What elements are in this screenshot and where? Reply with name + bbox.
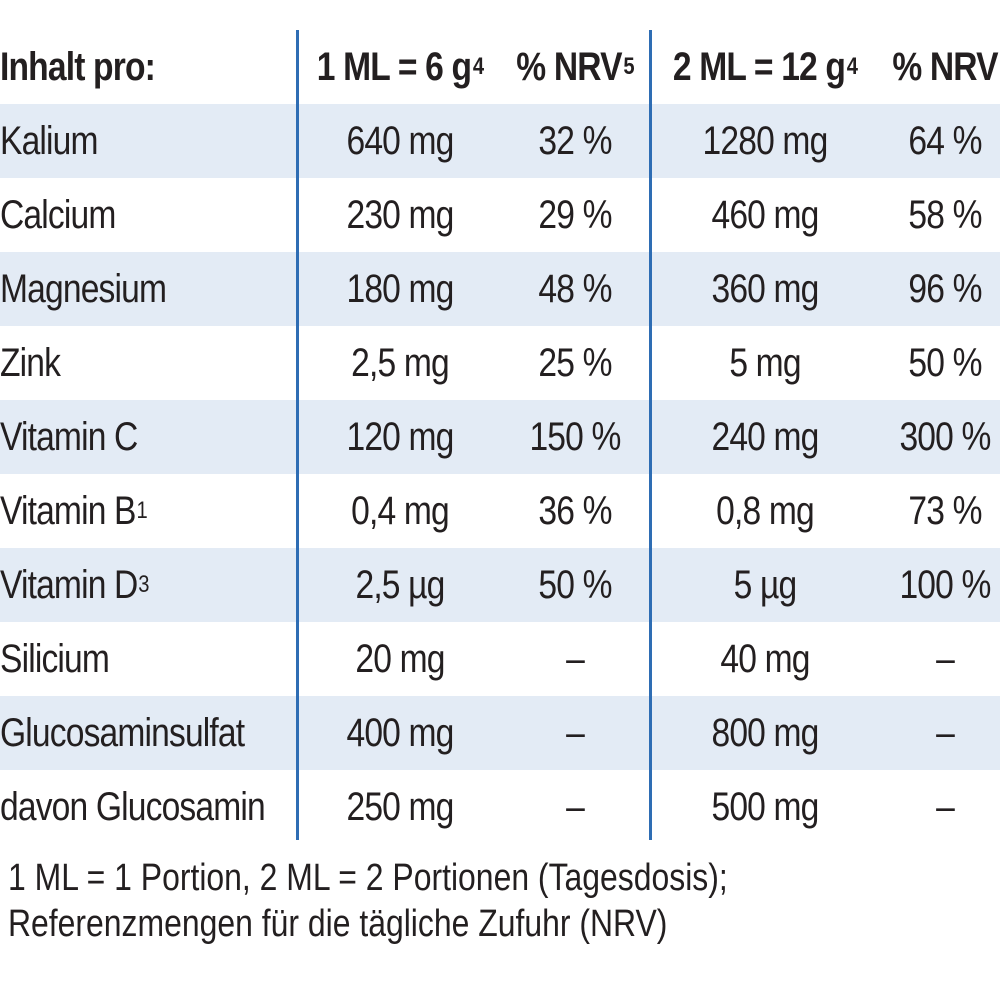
table-row: davon Glucosamin 250 mg – 500 mg – xyxy=(0,770,1000,844)
amount-1ml: 20 mg xyxy=(355,636,445,681)
amount-2ml: 240 mg xyxy=(711,414,819,459)
nrv-1ml: 150 % xyxy=(529,414,621,459)
nrv-1ml: 48 % xyxy=(538,266,612,311)
nutrient-name: davon Glucosamin xyxy=(0,784,266,829)
table-row: Magnesium 180 mg 48 % 360 mg 96 % xyxy=(0,252,1000,326)
nrv-2ml: 300 % xyxy=(899,414,991,459)
header-col-nrv-1: % NRV 5 xyxy=(516,44,634,89)
nrv-2ml: – xyxy=(936,784,955,829)
table-row: Kalium 640 mg 32 % 1280 mg 64 % xyxy=(0,104,1000,178)
nutrient-name: Vitamin C xyxy=(0,414,138,459)
table-row: Glucosaminsulfat 400 mg – 800 mg – xyxy=(0,696,1000,770)
amount-1ml: 2,5 µg xyxy=(355,562,445,607)
table-row: Vitamin B 1 0,4 mg 36 % 0,8 mg 73 % xyxy=(0,474,1000,548)
amount-1ml: 0,4 mg xyxy=(351,488,450,533)
amount-2ml: 0,8 mg xyxy=(716,488,815,533)
column-divider xyxy=(296,30,299,840)
amount-1ml: 400 mg xyxy=(346,710,454,755)
nrv-1ml: 32 % xyxy=(538,118,612,163)
table-row: Vitamin C 120 mg 150 % 240 mg 300 % xyxy=(0,400,1000,474)
nutrient-name: Glucosaminsulfat xyxy=(0,710,245,755)
nutrient-name: Silicium xyxy=(0,636,110,681)
amount-2ml: 1280 mg xyxy=(702,118,829,163)
nutrient-name: Kalium xyxy=(0,118,99,163)
amount-2ml: 5 mg xyxy=(729,340,801,385)
table-row: Silicium 20 mg – 40 mg – xyxy=(0,622,1000,696)
amount-2ml: 500 mg xyxy=(711,784,819,829)
nutrient-name: Magnesium xyxy=(0,266,167,311)
nrv-1ml: – xyxy=(566,710,585,755)
nrv-2ml: 100 % xyxy=(899,562,991,607)
amount-1ml: 230 mg xyxy=(346,192,454,237)
nrv-1ml: 36 % xyxy=(538,488,612,533)
table-row: Vitamin D 3 2,5 µg 50 % 5 µg 100 % xyxy=(0,548,1000,622)
amount-2ml: 5 µg xyxy=(733,562,798,607)
nutrient-name: Zink xyxy=(0,340,61,385)
amount-2ml: 800 mg xyxy=(711,710,819,755)
nrv-2ml: – xyxy=(936,710,955,755)
nrv-2ml: – xyxy=(936,636,955,681)
nrv-2ml: 58 % xyxy=(908,192,982,237)
table-row: Zink 2,5 mg 25 % 5 mg 50 % xyxy=(0,326,1000,400)
nrv-1ml: 29 % xyxy=(538,192,612,237)
nrv-1ml: – xyxy=(566,784,585,829)
amount-1ml: 180 mg xyxy=(346,266,454,311)
nrv-2ml: 64 % xyxy=(908,118,982,163)
amount-2ml: 360 mg xyxy=(711,266,819,311)
amount-1ml: 120 mg xyxy=(346,414,454,459)
amount-2ml: 460 mg xyxy=(711,192,819,237)
nrv-2ml: 50 % xyxy=(908,340,982,385)
nrv-1ml: 50 % xyxy=(538,562,612,607)
header-col-nrv-2: % NRV xyxy=(892,44,998,89)
footnote-line: Referenzmengen für die tägliche Zufuhr (… xyxy=(8,903,668,945)
column-divider xyxy=(649,30,652,840)
amount-1ml: 2,5 mg xyxy=(351,340,450,385)
amount-2ml: 40 mg xyxy=(720,636,810,681)
header-label: Inhalt pro: xyxy=(0,44,156,89)
amount-1ml: 640 mg xyxy=(346,118,454,163)
footnote-line: 1 ML = 1 Portion, 2 ML = 2 Portionen (Ta… xyxy=(8,857,728,899)
nrv-1ml: – xyxy=(566,636,585,681)
footnote: 1 ML = 1 Portion, 2 ML = 2 Portionen (Ta… xyxy=(8,855,1000,947)
nutrient-name: Calcium xyxy=(0,192,116,237)
nrv-2ml: 96 % xyxy=(908,266,982,311)
nrv-2ml: 73 % xyxy=(908,488,982,533)
table-row: Calcium 230 mg 29 % 460 mg 58 % xyxy=(0,178,1000,252)
nrv-1ml: 25 % xyxy=(538,340,612,385)
amount-1ml: 250 mg xyxy=(346,784,454,829)
